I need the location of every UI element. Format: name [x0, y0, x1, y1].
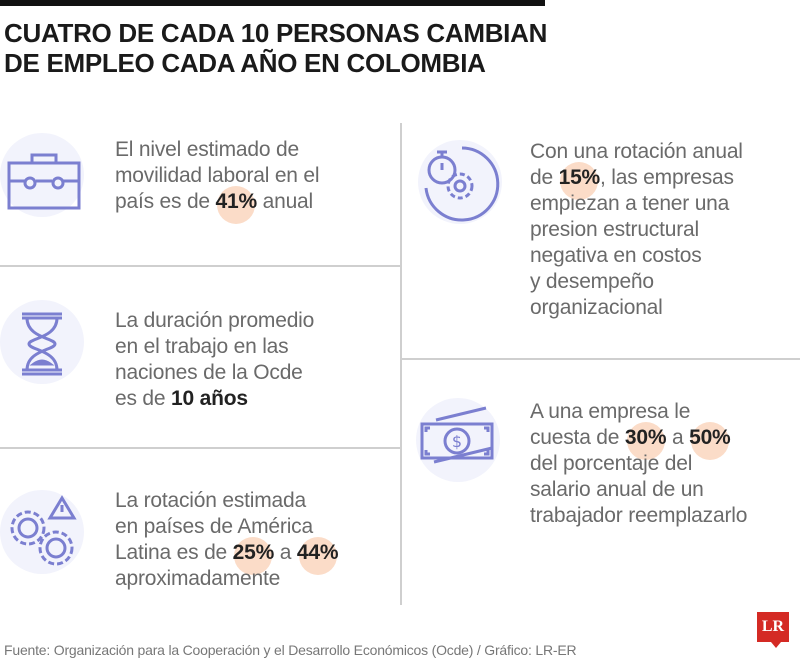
title-line-2: DE EMPLEO CADA AÑO EN COLOMBIA: [4, 48, 486, 78]
text-line: de: [530, 166, 559, 189]
divider: [400, 358, 800, 360]
text-line: país es de: [115, 190, 216, 213]
text-line: movilidad laboral en el: [115, 164, 320, 187]
text-line: cuesta de: [530, 426, 625, 449]
text-line: aproximadamente: [115, 567, 281, 590]
title-line-1: CUATRO DE CADA 10 PERSONAS CAMBIAN: [4, 18, 548, 48]
value-50: 50%: [689, 426, 731, 449]
item-rotacion-anual-text: Con una rotación anual de 15%, las empre…: [530, 139, 743, 321]
text-line: La rotación estimada: [115, 489, 306, 512]
svg-text:$: $: [452, 432, 462, 451]
value-30: 30%: [624, 426, 667, 449]
divider: [0, 265, 400, 267]
text-line: salario anual de un: [530, 478, 704, 501]
text-line: organizacional: [530, 296, 663, 319]
stopwatch-gear-icon: [418, 140, 502, 224]
vertical-divider: [400, 123, 402, 605]
value-25: 25%: [232, 541, 275, 564]
source-footer: Fuente: Organización para la Cooperación…: [4, 642, 577, 658]
text-line: negativa en costos: [530, 244, 702, 267]
text-line: Con una rotación anual: [530, 140, 743, 163]
item-costo-text: A una empresa le cuesta de 30% a 50% del…: [530, 399, 747, 529]
text-line: , las empresas: [600, 166, 734, 189]
text-line: es de: [115, 387, 172, 410]
text-line: en países de América: [115, 515, 313, 538]
text-line: trabajador reemplazarlo: [530, 504, 748, 527]
hourglass-icon: [0, 300, 84, 384]
value-15: 15%: [558, 166, 601, 189]
value-10-anos: 10 años: [171, 387, 248, 410]
value-44: 44%: [296, 541, 339, 564]
lr-logo: LR: [757, 612, 789, 648]
page-title: CUATRO DE CADA 10 PERSONAS CAMBIAN DE EM…: [4, 18, 547, 78]
text-line: naciones de la Ocde: [115, 361, 303, 384]
text-line: presion estructural: [530, 218, 699, 241]
item-movilidad-text: El nivel estimado de movilidad laboral e…: [115, 137, 320, 224]
text-line: A una empresa le: [530, 400, 691, 423]
text-line: anual: [256, 190, 314, 213]
text-line: empiezan a tener una: [530, 192, 730, 215]
text-line: en el trabajo en las: [115, 335, 289, 358]
text-line: a: [274, 541, 297, 564]
text-line: Latina es de: [115, 541, 233, 564]
gears-people-warning-icon: [0, 490, 84, 574]
divider: [0, 447, 400, 449]
item-duracion-text: La duración promedio en el trabajo en la…: [115, 308, 314, 412]
text-line: del porcentaje del: [530, 452, 693, 475]
text-line: El nivel estimado de: [115, 138, 299, 161]
briefcase-icon: [0, 133, 84, 217]
text-line: a: [666, 426, 690, 449]
item-rotacion-al-text: La rotación estimada en países de Améric…: [115, 488, 338, 592]
value-41: 41%: [215, 190, 258, 213]
top-bar: [0, 0, 545, 6]
text-line: La duración promedio: [115, 309, 315, 332]
money-icon: $: [416, 398, 500, 482]
text-line: y desempeño: [530, 270, 654, 293]
